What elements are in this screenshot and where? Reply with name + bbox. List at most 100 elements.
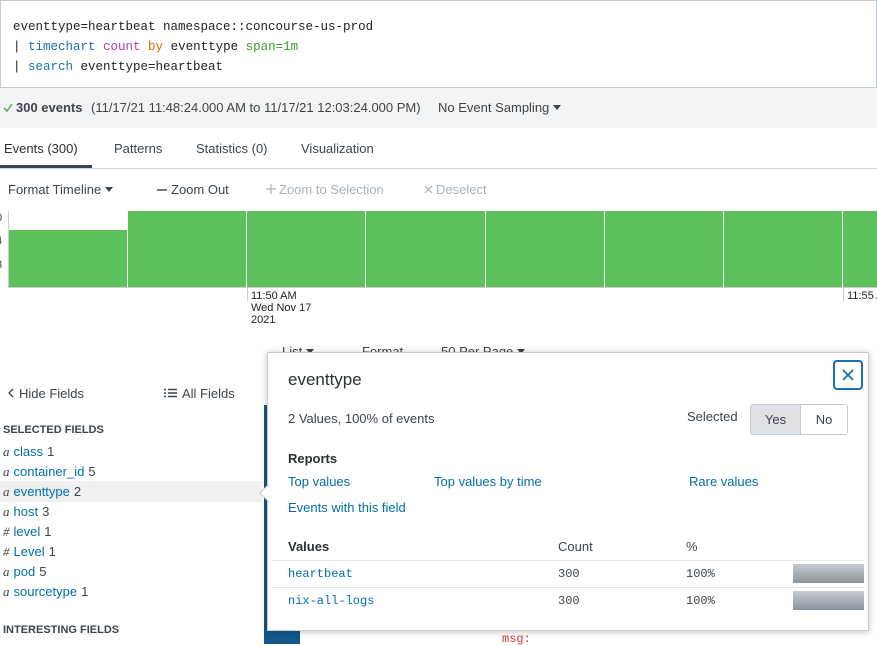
field-count: 1	[81, 584, 89, 599]
plus-icon	[266, 184, 276, 194]
field-name: container_id	[13, 464, 85, 479]
zoom-selection: Zoom to Selection	[266, 182, 384, 197]
value-row: heartbeat 300 100%	[272, 560, 864, 587]
timeline-bar[interactable]	[843, 211, 877, 287]
timeline-bar[interactable]	[366, 211, 485, 287]
timeline: 0 4 8	[0, 211, 877, 301]
field-count: 5	[39, 564, 47, 579]
hide-fields-label: Hide Fields	[19, 386, 85, 401]
column-header: Count	[558, 539, 593, 554]
column-header: Values	[288, 539, 330, 554]
format-timeline[interactable]: Format Timeline	[8, 182, 114, 197]
field-type: a	[3, 484, 10, 499]
value-count: 300	[558, 594, 580, 608]
value-link[interactable]: nix-all-logs	[288, 594, 375, 608]
timeline-bar[interactable]	[247, 211, 365, 287]
field-row[interactable]: a host 3	[3, 504, 49, 520]
report-link[interactable]: Top values by time	[434, 474, 542, 489]
caret	[105, 187, 114, 192]
tab-active[interactable]: Events (300)	[4, 141, 78, 156]
zoom-selection-label: Zoom to Selection	[279, 182, 384, 197]
query-line: | timechart count by eventtype span=1m	[13, 40, 306, 54]
time-label-line: 11:50 AM	[251, 290, 297, 302]
minus-icon	[157, 189, 167, 191]
sampling-menu[interactable]: No Event Sampling	[438, 100, 562, 115]
value-count: 300	[558, 567, 580, 581]
toggle: Yes No	[750, 404, 848, 435]
timeline-bar[interactable]	[9, 230, 127, 287]
zoom-out-label: Zoom Out	[171, 182, 229, 197]
query-token: eventtype	[170, 40, 239, 54]
axis-line	[8, 211, 9, 288]
field-type: a	[3, 444, 10, 459]
field-row[interactable]: a container_id 5	[3, 464, 96, 480]
tab[interactable]: Patterns	[114, 141, 163, 156]
section-heading: INTERESTING FIELDS	[3, 624, 120, 636]
field-row[interactable]: a eventtype 2	[3, 484, 81, 500]
field-count: 3	[42, 504, 50, 519]
time-label-line: 2021	[251, 314, 276, 326]
event-text: msg:	[502, 632, 531, 646]
toggle-no[interactable]: No	[815, 412, 833, 427]
all-fields-label: All Fields	[182, 386, 235, 401]
report-link[interactable]: Events with this field	[288, 500, 406, 515]
section-heading: SELECTED FIELDS	[3, 424, 104, 436]
deselect-label: Deselect	[436, 182, 487, 197]
value-row: nix-all-logs 300 100%	[272, 587, 864, 614]
field-highlight	[0, 481, 262, 502]
hide-fields[interactable]: Hide Fields	[7, 386, 84, 401]
field-type: #	[3, 544, 10, 559]
list-icon	[164, 388, 177, 398]
summary: 2 Values, 100% of events	[288, 411, 435, 426]
field-type: a	[3, 584, 10, 599]
field-name: level	[13, 524, 41, 539]
event-count: 300 events	[16, 100, 83, 115]
popover-title: eventtype	[288, 370, 362, 389]
field-name: pod	[13, 564, 36, 579]
field-name: class	[13, 444, 44, 459]
query-token: |	[13, 60, 21, 74]
field-row[interactable]: a sourcetype 1	[3, 584, 88, 600]
field-row[interactable]: a class 1	[3, 444, 54, 460]
chevron-icon	[8, 388, 14, 398]
field-count: 2	[73, 484, 82, 499]
query-function: count	[103, 40, 141, 54]
tab[interactable]: Visualization	[301, 141, 374, 156]
percent-bar	[793, 564, 864, 583]
field-name: sourcetype	[13, 584, 78, 599]
query-token: |	[13, 40, 21, 54]
caret	[553, 105, 562, 110]
query-token: namespace::concourse-us-prod	[163, 20, 374, 34]
field-row[interactable]: a pod 5	[3, 564, 46, 580]
all-fields[interactable]: All Fields	[164, 386, 235, 401]
caret	[306, 349, 315, 354]
popover-arrow	[259, 484, 269, 502]
timeline-bar[interactable]	[486, 211, 604, 287]
check-icon	[3, 103, 13, 113]
toggle-yes[interactable]: Yes	[751, 405, 801, 434]
field-popover: eventtype 2 Values, 100% of events Selec…	[259, 352, 869, 631]
report-link[interactable]: Rare values	[689, 474, 759, 489]
caret	[517, 349, 526, 354]
query-argument: span=1m	[245, 40, 299, 54]
report-link[interactable]: Top values	[288, 474, 351, 489]
sampling-label: No Event Sampling	[438, 100, 550, 115]
timeline-bar[interactable]	[128, 211, 246, 287]
query-command: search	[28, 60, 74, 74]
axis-line	[8, 287, 877, 288]
column-header: %	[686, 539, 698, 554]
query-command: timechart	[28, 40, 96, 54]
timeline-bar[interactable]	[605, 211, 723, 287]
value-link[interactable]: heartbeat	[288, 567, 353, 581]
field-row[interactable]: # level 1	[3, 524, 51, 540]
reports-heading: Reports	[288, 451, 338, 466]
timeline-bar[interactable]	[724, 211, 842, 287]
tab[interactable]: Statistics (0)	[196, 141, 268, 156]
search-box[interactable]: eventtype=heartbeat namespace::concourse-…	[0, 0, 877, 88]
zoom-out[interactable]: Zoom Out	[157, 182, 229, 197]
time-range: (11/17/21 11:48:24.000 AM to 11/17/21 12…	[91, 100, 421, 115]
field-type: #	[3, 524, 10, 539]
field-row[interactable]: # Level 1	[3, 544, 56, 560]
close-button[interactable]	[833, 360, 863, 390]
